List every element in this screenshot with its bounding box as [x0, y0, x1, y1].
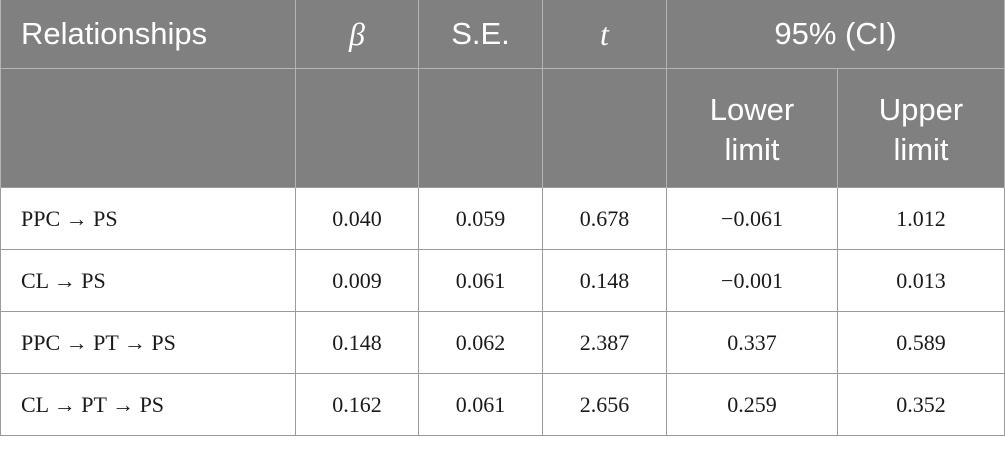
header-upper-limit: Upper limit [837, 68, 1005, 188]
cell-beta: 0.148 [295, 311, 419, 374]
cell-t: 2.387 [542, 311, 667, 374]
header-empty-cell [0, 68, 296, 188]
table-row: CL → PS 0.009 0.061 0.148 −0.001 0.013 [0, 249, 1005, 312]
header-se: S.E. [418, 0, 543, 69]
cell-relationship: CL → PT → PS [0, 373, 296, 436]
header-lower-line1: Lower [709, 92, 795, 127]
cell-relationship: PPC → PS [0, 187, 296, 250]
header-beta: β [295, 0, 419, 69]
header-upper-line2: limit [893, 132, 949, 167]
header-relationships: Relationships [0, 0, 296, 69]
header-empty-cell [418, 68, 543, 188]
header-row-primary: Relationships β S.E. t 95% (CI) [0, 0, 1005, 69]
cell-lower: −0.001 [666, 249, 838, 312]
cell-se: 0.059 [418, 187, 543, 250]
cell-se: 0.061 [418, 373, 543, 436]
cell-upper: 0.352 [837, 373, 1005, 436]
header-ci: 95% (CI) [666, 0, 1005, 69]
header-lower-limit: Lower limit [666, 68, 838, 188]
cell-relationship: PPC → PT → PS [0, 311, 296, 374]
header-row-secondary: Lower limit Upper limit [0, 68, 1005, 188]
header-empty-cell [542, 68, 667, 188]
cell-relationship: CL → PS [0, 249, 296, 312]
header-empty-cell [295, 68, 419, 188]
cell-upper: 0.589 [837, 311, 1005, 374]
cell-beta: 0.009 [295, 249, 419, 312]
cell-t: 0.678 [542, 187, 667, 250]
cell-t: 0.148 [542, 249, 667, 312]
header-t: t [542, 0, 667, 69]
header-upper-line1: Upper [878, 92, 964, 127]
cell-beta: 0.162 [295, 373, 419, 436]
header-lower-line2: limit [724, 132, 780, 167]
cell-se: 0.061 [418, 249, 543, 312]
cell-beta: 0.040 [295, 187, 419, 250]
cell-lower: 0.337 [666, 311, 838, 374]
table-row: PPC → PT → PS 0.148 0.062 2.387 0.337 0.… [0, 311, 1005, 374]
table-row: PPC → PS 0.040 0.059 0.678 −0.061 1.012 [0, 187, 1005, 250]
cell-upper: 1.012 [837, 187, 1005, 250]
cell-se: 0.062 [418, 311, 543, 374]
results-table: Relationships β S.E. t 95% (CI) Lower li… [0, 0, 1005, 436]
table-row: CL → PT → PS 0.162 0.061 2.656 0.259 0.3… [0, 373, 1005, 436]
cell-lower: 0.259 [666, 373, 838, 436]
cell-upper: 0.013 [837, 249, 1005, 312]
cell-lower: −0.061 [666, 187, 838, 250]
cell-t: 2.656 [542, 373, 667, 436]
